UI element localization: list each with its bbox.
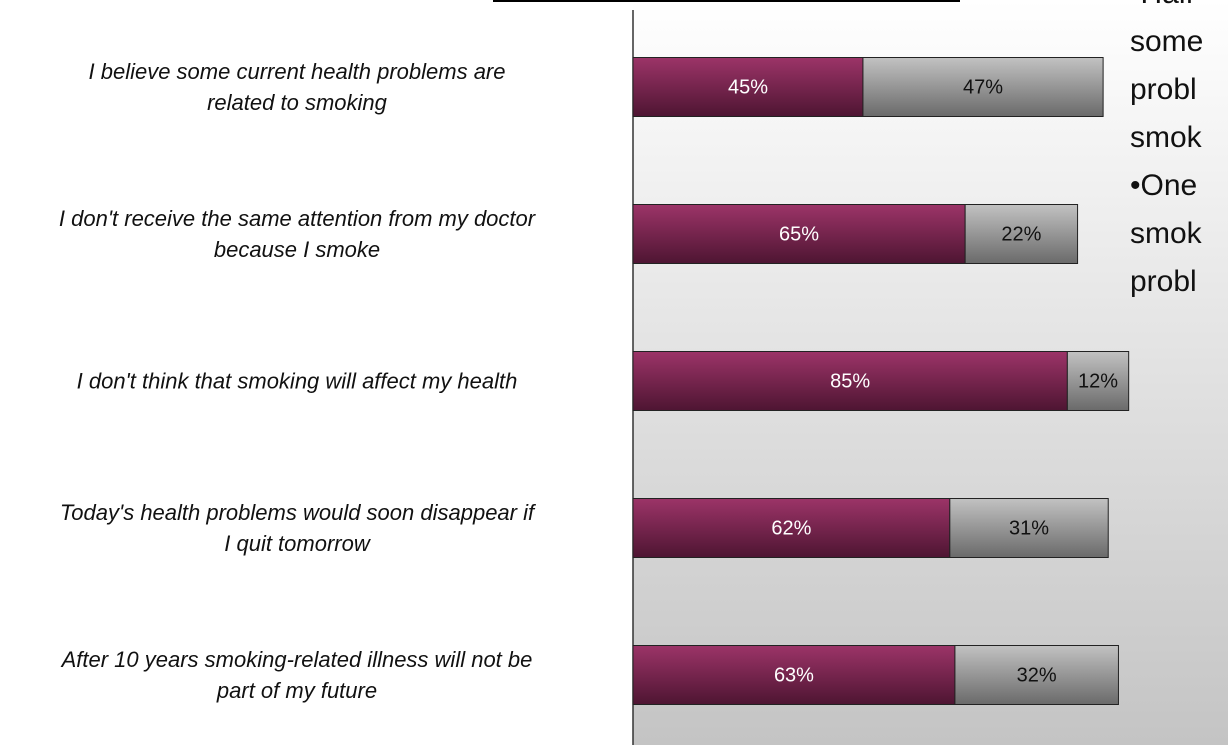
category-label: After 10 years smoking-related illness w… <box>61 647 533 703</box>
bar-segment <box>949 498 1109 558</box>
value-label: 32% <box>1017 664 1057 686</box>
side-text-line: some <box>1130 25 1204 58</box>
side-text-line: probl <box>1130 73 1197 106</box>
value-label: 85% <box>830 370 870 392</box>
category-label: Today's health problems would soon disap… <box>59 500 535 556</box>
value-label: 47% <box>963 76 1003 98</box>
side-text: •Half some probl smok •One smok probl <box>1130 0 1203 306</box>
value-label: 31% <box>1009 517 1049 539</box>
bar-segment <box>632 204 966 264</box>
bar-segment <box>964 204 1079 264</box>
bar-segment <box>632 498 951 558</box>
bar-segment <box>632 57 864 117</box>
side-text-line: •One <box>1130 169 1198 202</box>
value-label: 45% <box>728 76 768 98</box>
bar-segment <box>632 645 956 705</box>
value-label: 12% <box>1078 370 1118 392</box>
side-text-line: smok <box>1130 217 1202 250</box>
category-label: I don't receive the same attention from … <box>58 206 536 262</box>
side-text-line: smok <box>1130 121 1202 154</box>
side-text-line: probl <box>1130 265 1197 298</box>
bar-segment <box>862 57 1104 117</box>
value-label: 63% <box>774 664 814 686</box>
category-label: I believe some current health problems a… <box>88 59 506 115</box>
value-label: 62% <box>771 517 811 539</box>
value-label: 22% <box>1001 223 1041 245</box>
category-label: I don't think that smoking will affect m… <box>76 368 518 394</box>
bar-segment <box>954 645 1119 705</box>
bar-segment <box>632 351 1068 411</box>
value-label: 65% <box>779 223 819 245</box>
side-text-line: •Half <box>1130 0 1203 18</box>
bar-segment <box>1066 351 1130 411</box>
